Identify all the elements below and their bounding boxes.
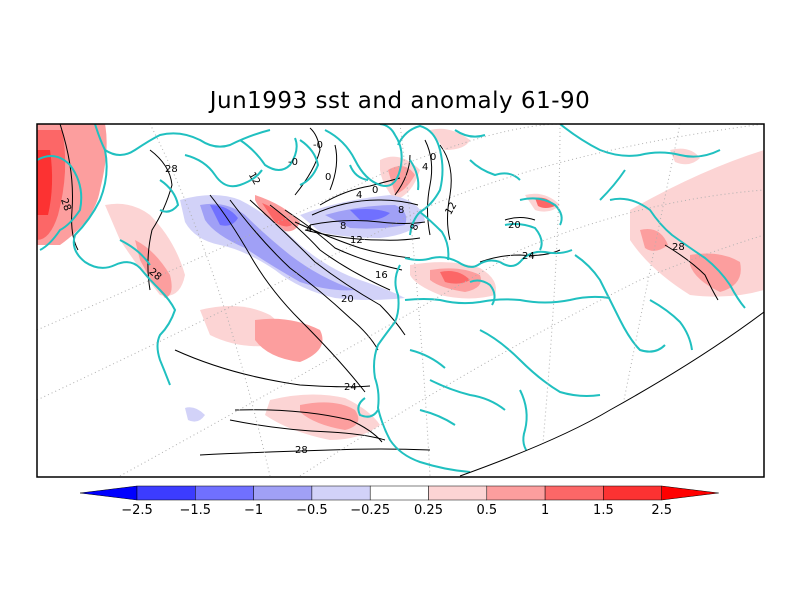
anomaly-patch bbox=[350, 209, 390, 221]
colorbar-label: 0.25 bbox=[414, 503, 443, 518]
anomaly-patch bbox=[430, 128, 470, 150]
colorbar-label: 0.5 bbox=[476, 503, 497, 518]
map-frame bbox=[36, 123, 765, 478]
anomaly-patch bbox=[535, 197, 555, 208]
contour-label: 20 bbox=[341, 294, 354, 305]
colorbar-label: 1 bbox=[541, 503, 549, 518]
contour-label: 8 bbox=[409, 222, 422, 232]
anomaly-patch bbox=[440, 271, 470, 284]
anomaly-patch bbox=[262, 203, 292, 227]
contour-label: 12 bbox=[350, 235, 363, 246]
colorbar-label: −1 bbox=[244, 503, 263, 518]
colorbar-swatch bbox=[428, 485, 488, 501]
colorbar-swatch bbox=[544, 485, 604, 501]
colorbar-labels: −2.5 −1.5 −1 −0.5 −0.25 0.25 0.5 1 1.5 2.5 bbox=[121, 503, 672, 518]
colorbar-swatch bbox=[603, 485, 662, 501]
anomaly-patch bbox=[185, 407, 205, 422]
colorbar-swatch bbox=[369, 485, 429, 501]
colorbar-label: −0.5 bbox=[296, 503, 328, 518]
contour-label: -0 bbox=[313, 140, 323, 151]
contour-label: 8 bbox=[340, 221, 346, 232]
contour-label: 28 bbox=[58, 197, 73, 213]
contour-label: 4 bbox=[356, 190, 362, 201]
contour-label: 28 bbox=[165, 164, 178, 175]
contour-label: 28 bbox=[672, 242, 685, 253]
map-title: Jun1993 sst and anomaly 61-90 bbox=[209, 88, 591, 114]
anomaly-patch bbox=[135, 240, 172, 298]
contour-label: 8 bbox=[398, 205, 404, 216]
colorbar-swatch bbox=[136, 485, 196, 501]
colorbar-label: 2.5 bbox=[651, 503, 672, 518]
contour-label: 4 bbox=[422, 162, 428, 173]
contour-labels: 28 28 28 28 28 24 24 20 20 16 12 12 12 8… bbox=[58, 140, 685, 456]
colorbar-label: 1.5 bbox=[593, 503, 614, 518]
anomaly-patch bbox=[388, 166, 415, 194]
colorbar-label: −0.25 bbox=[350, 503, 390, 518]
colorbar-swatches bbox=[79, 485, 719, 501]
contour-label: 4 bbox=[306, 224, 312, 235]
colorbar-swatch bbox=[195, 485, 254, 501]
anomaly-patch bbox=[200, 203, 355, 291]
sst-contours bbox=[59, 124, 719, 456]
colorbar-label: −1.5 bbox=[180, 503, 212, 518]
colorbar-swatch bbox=[79, 485, 138, 501]
contour-label: 24 bbox=[522, 251, 535, 262]
colorbar-swatch bbox=[311, 485, 371, 501]
anomaly-patch bbox=[37, 150, 53, 215]
contour-label: 0 bbox=[430, 152, 436, 163]
anomaly-fields bbox=[37, 124, 764, 476]
projection-limb bbox=[459, 311, 764, 477]
colorbar-swatch bbox=[486, 485, 546, 501]
contour-label: 28 bbox=[295, 445, 308, 456]
contour-label: -0 bbox=[288, 157, 298, 168]
coastlines bbox=[37, 124, 746, 473]
contour-label: 20 bbox=[508, 220, 521, 231]
colorbar-swatch bbox=[253, 485, 313, 501]
colorbar-label: −2.5 bbox=[121, 503, 153, 518]
anomaly-patch bbox=[640, 229, 668, 251]
anomaly-patch bbox=[255, 318, 323, 362]
contour-label: 0 bbox=[325, 172, 331, 183]
contour-label: 24 bbox=[344, 382, 357, 393]
contour-label: 0 bbox=[372, 185, 378, 196]
contour-label: 16 bbox=[375, 270, 388, 281]
colorbar-swatch bbox=[661, 485, 719, 501]
anomaly-patch bbox=[210, 205, 238, 226]
graticule bbox=[37, 124, 764, 476]
